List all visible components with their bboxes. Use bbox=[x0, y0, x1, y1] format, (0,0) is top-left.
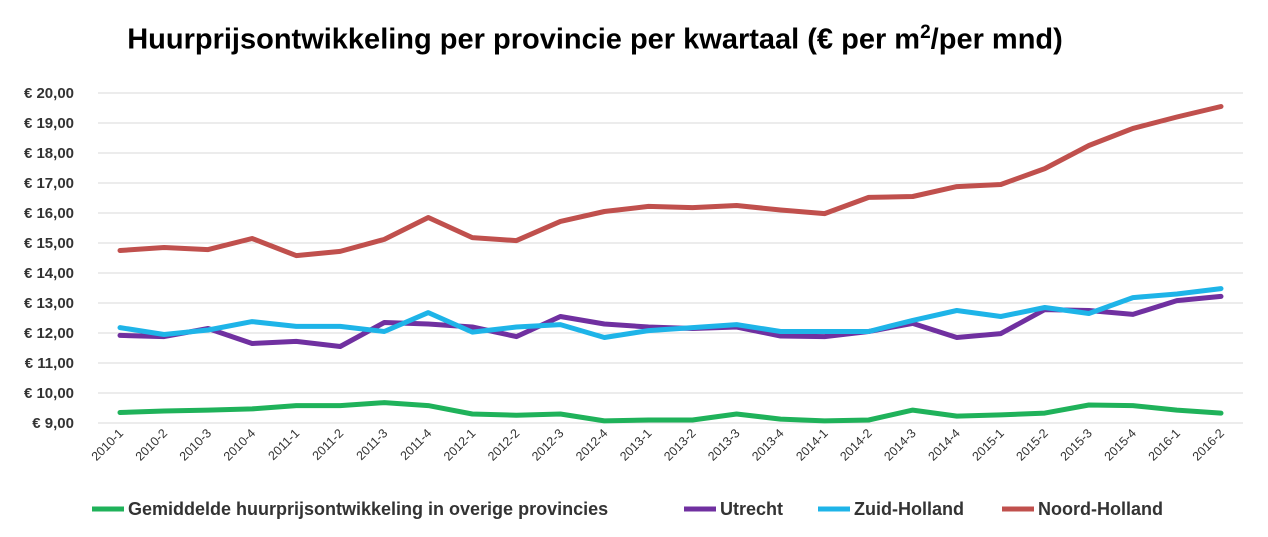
series-lines bbox=[117, 104, 1224, 424]
legend-label: Gemiddelde huurprijsontwikkeling in over… bbox=[128, 499, 608, 519]
x-tick-label: 2015-1 bbox=[969, 426, 1006, 463]
y-tick-label: € 11,00 bbox=[25, 355, 74, 372]
x-axis-tick-labels: 2010-1 2010-2 2010-3 2010-4 2011-1 2011-2 2011… bbox=[89, 426, 1227, 463]
chart-title-main: Huurprijsontwikkeling per provincie per … bbox=[127, 23, 921, 56]
x-tick-label: 2010-4 bbox=[221, 426, 258, 463]
x-tick-label: 2012-1 bbox=[441, 426, 478, 463]
y-tick-label: € 20,00 bbox=[24, 85, 74, 102]
x-tick-label: 2016-1 bbox=[1146, 426, 1183, 463]
x-tick-label: 2014-4 bbox=[925, 426, 962, 463]
x-tick-label: 2013-1 bbox=[617, 426, 654, 463]
x-tick-label: 2011-2 bbox=[310, 426, 347, 463]
x-tick-label: 2012-3 bbox=[529, 426, 566, 463]
chart-title: Huurprijsontwikkeling per provincie per … bbox=[0, 22, 1190, 57]
y-tick-label: € 16,00 bbox=[24, 205, 74, 222]
x-tick-label: 2011-3 bbox=[354, 426, 391, 463]
x-tick-label: 2013-4 bbox=[749, 426, 786, 463]
y-tick-label: € 15,00 bbox=[24, 235, 74, 252]
chart-title-tail: /per mnd) bbox=[930, 23, 1063, 56]
x-tick-label: 2014-3 bbox=[881, 426, 918, 463]
y-tick-label: € 9,00 bbox=[32, 415, 74, 432]
x-tick-label: 2015-2 bbox=[1014, 426, 1051, 463]
legend-label: Zuid-Holland bbox=[854, 499, 964, 519]
x-tick-label: 2012-2 bbox=[485, 426, 522, 463]
y-tick-label: € 17,00 bbox=[24, 175, 74, 192]
y-tick-label: € 14,00 bbox=[24, 265, 74, 282]
series-line bbox=[117, 286, 1224, 340]
x-tick-label: 2013-3 bbox=[705, 426, 742, 463]
y-tick-label: € 18,00 bbox=[24, 145, 74, 162]
x-tick-label: 2011-4 bbox=[398, 426, 435, 463]
x-tick-label: 2016-2 bbox=[1190, 426, 1227, 463]
x-tick-label: 2015-4 bbox=[1102, 426, 1139, 463]
legend: Gemiddelde huurprijsontwikkeling in over… bbox=[92, 499, 1163, 519]
x-tick-label: 2010-2 bbox=[133, 426, 170, 463]
series-line bbox=[117, 400, 1224, 424]
legend-label: Noord-Holland bbox=[1038, 499, 1163, 519]
chart-title-superscript: 2 bbox=[920, 22, 931, 43]
y-tick-label: € 12,00 bbox=[24, 325, 74, 342]
x-tick-label: 2011-1 bbox=[266, 426, 303, 463]
gridlines bbox=[98, 92, 1243, 394]
y-axis-tick-labels: € 9,00 € 10,00 € 11,00 € 12,00 € 13,00 € 14,0… bbox=[24, 85, 74, 432]
series-line bbox=[117, 104, 1224, 259]
series-line bbox=[117, 293, 1224, 349]
y-tick-label: € 13,00 bbox=[24, 295, 74, 312]
x-tick-label: 2010-1 bbox=[89, 426, 126, 463]
x-tick-label: 2013-2 bbox=[661, 426, 698, 463]
legend-label: Utrecht bbox=[720, 499, 783, 519]
y-tick-label: € 19,00 bbox=[24, 115, 74, 132]
x-tick-label: 2012-4 bbox=[573, 426, 610, 463]
x-tick-label: 2010-3 bbox=[177, 426, 214, 463]
x-tick-label: 2014-2 bbox=[837, 426, 874, 463]
x-tick-label: 2014-1 bbox=[793, 426, 830, 463]
x-tick-label: 2015-3 bbox=[1058, 426, 1095, 463]
y-tick-label: € 10,00 bbox=[24, 385, 74, 402]
